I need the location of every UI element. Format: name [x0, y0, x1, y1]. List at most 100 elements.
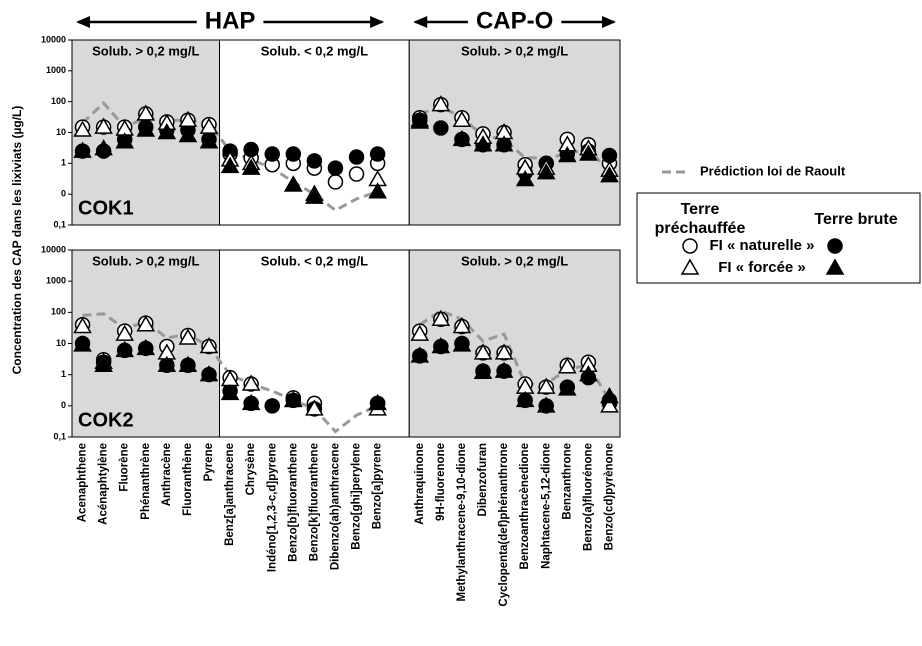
marker — [452, 317, 472, 334]
marker — [433, 120, 449, 136]
marker — [410, 324, 430, 341]
group-label: CAP-O — [476, 7, 553, 34]
marker — [94, 355, 113, 373]
marker — [579, 365, 598, 382]
marker — [264, 146, 280, 162]
marker — [600, 396, 619, 413]
marker — [601, 147, 618, 164]
marker — [600, 386, 619, 404]
marker — [515, 169, 535, 187]
marker — [327, 174, 344, 190]
legend-box — [636, 192, 921, 284]
legend-label: FI « forcée » — [718, 259, 806, 276]
x-tick-label: Benzoanthracènedione — [519, 443, 531, 570]
x-tick-label: Naphtacene-5,12-dione — [540, 443, 552, 569]
marker — [305, 187, 324, 204]
marker — [220, 383, 240, 401]
marker — [536, 163, 556, 180]
marker — [73, 120, 92, 137]
y-tick-label: 10000 — [41, 34, 66, 44]
region-label: Solub. < 0,2 mg/L — [261, 253, 368, 268]
marker — [241, 158, 261, 175]
x-tick-label: Acénaphtylène — [98, 443, 110, 525]
x-tick-label: Benzo[ghi]perylene — [351, 443, 363, 550]
y-tick-label: 0,1 — [53, 431, 66, 441]
marker — [285, 146, 302, 162]
arrow-head — [370, 16, 385, 28]
marker — [452, 110, 472, 127]
legend-column-header: Terre préchauffée — [654, 201, 746, 237]
marker — [94, 117, 113, 134]
x-tick-label: Acenaphthene — [77, 443, 89, 522]
x-tick-label: Benzo[a]pyrene — [372, 443, 384, 529]
marker — [73, 317, 92, 334]
marker — [157, 122, 177, 140]
y-tick-label: 100 — [51, 307, 66, 317]
x-tick-label: Benzo[k]fluoranthene — [308, 443, 320, 561]
marker — [306, 153, 323, 169]
x-tick-label: Chrysène — [245, 443, 257, 495]
y-tick-label: 0,1 — [53, 219, 66, 229]
group-label: HAP — [205, 7, 256, 34]
legend-symbol — [680, 258, 700, 275]
y-tick-label: 100 — [51, 96, 66, 106]
marker — [327, 160, 344, 176]
marker — [579, 144, 598, 161]
panel-label: COK2 — [78, 409, 134, 431]
x-tick-label: Benzanthrone — [561, 443, 573, 520]
region-label: Solub. > 0,2 mg/L — [461, 253, 568, 268]
marker — [178, 125, 198, 143]
marker — [115, 340, 134, 358]
marker — [452, 335, 472, 352]
y-tick-label: 1 — [61, 369, 66, 379]
region-label: Solub. < 0,2 mg/L — [261, 43, 368, 58]
x-tick-label: Fluorène — [119, 443, 131, 492]
marker — [220, 156, 240, 174]
x-tick-label: Dibenzo(ah)anthracene — [329, 443, 341, 570]
arrow-head — [413, 16, 428, 28]
marker — [369, 146, 386, 162]
marker — [368, 182, 387, 199]
x-tick-label: Pyrene — [203, 443, 215, 481]
marker — [73, 335, 92, 352]
marker — [136, 338, 156, 356]
x-tick-label: Cyclopenta(def)phénanthrone — [498, 443, 510, 607]
marker — [157, 355, 177, 373]
legend-column-header: Terre brute — [814, 211, 898, 228]
marker — [73, 141, 92, 158]
marker — [600, 166, 619, 183]
x-tick-label: Fluoranthène — [182, 443, 194, 516]
arrow-head — [76, 16, 90, 28]
marker — [431, 309, 451, 326]
arrow-head — [602, 16, 616, 28]
x-tick-label: Indéno[1,2,3-c,d]pyrene — [266, 443, 278, 572]
marker — [241, 393, 261, 411]
marker — [410, 346, 430, 363]
legend-symbol — [682, 238, 698, 254]
x-tick-label: Phénanthrène — [140, 443, 152, 520]
x-tick-label: 9H-fluorenone — [435, 443, 447, 521]
marker — [284, 175, 303, 192]
panel-label: COK1 — [78, 197, 134, 219]
x-tick-label: Benzo[b]fluoranthene — [287, 443, 299, 562]
legend-symbol — [825, 258, 845, 275]
marker — [494, 135, 514, 152]
marker — [515, 390, 535, 408]
marker — [494, 343, 514, 360]
marker — [348, 149, 365, 165]
marker — [536, 377, 556, 394]
marker — [115, 324, 134, 341]
x-tick-label: Benz[a]anthracene — [224, 443, 236, 546]
marker — [494, 361, 514, 378]
marker — [305, 399, 324, 416]
y-tick-label: 10000 — [41, 244, 66, 254]
y-tick-label: 0 — [61, 400, 66, 410]
x-tick-label: Dibenzofuran — [477, 443, 489, 516]
y-tick-label: 10 — [56, 338, 66, 348]
y-tick-label: 1000 — [46, 65, 66, 75]
marker — [558, 357, 577, 374]
legend-symbol — [827, 238, 843, 254]
y-tick-label: 1 — [61, 158, 66, 168]
marker — [431, 337, 451, 354]
marker — [199, 132, 219, 149]
